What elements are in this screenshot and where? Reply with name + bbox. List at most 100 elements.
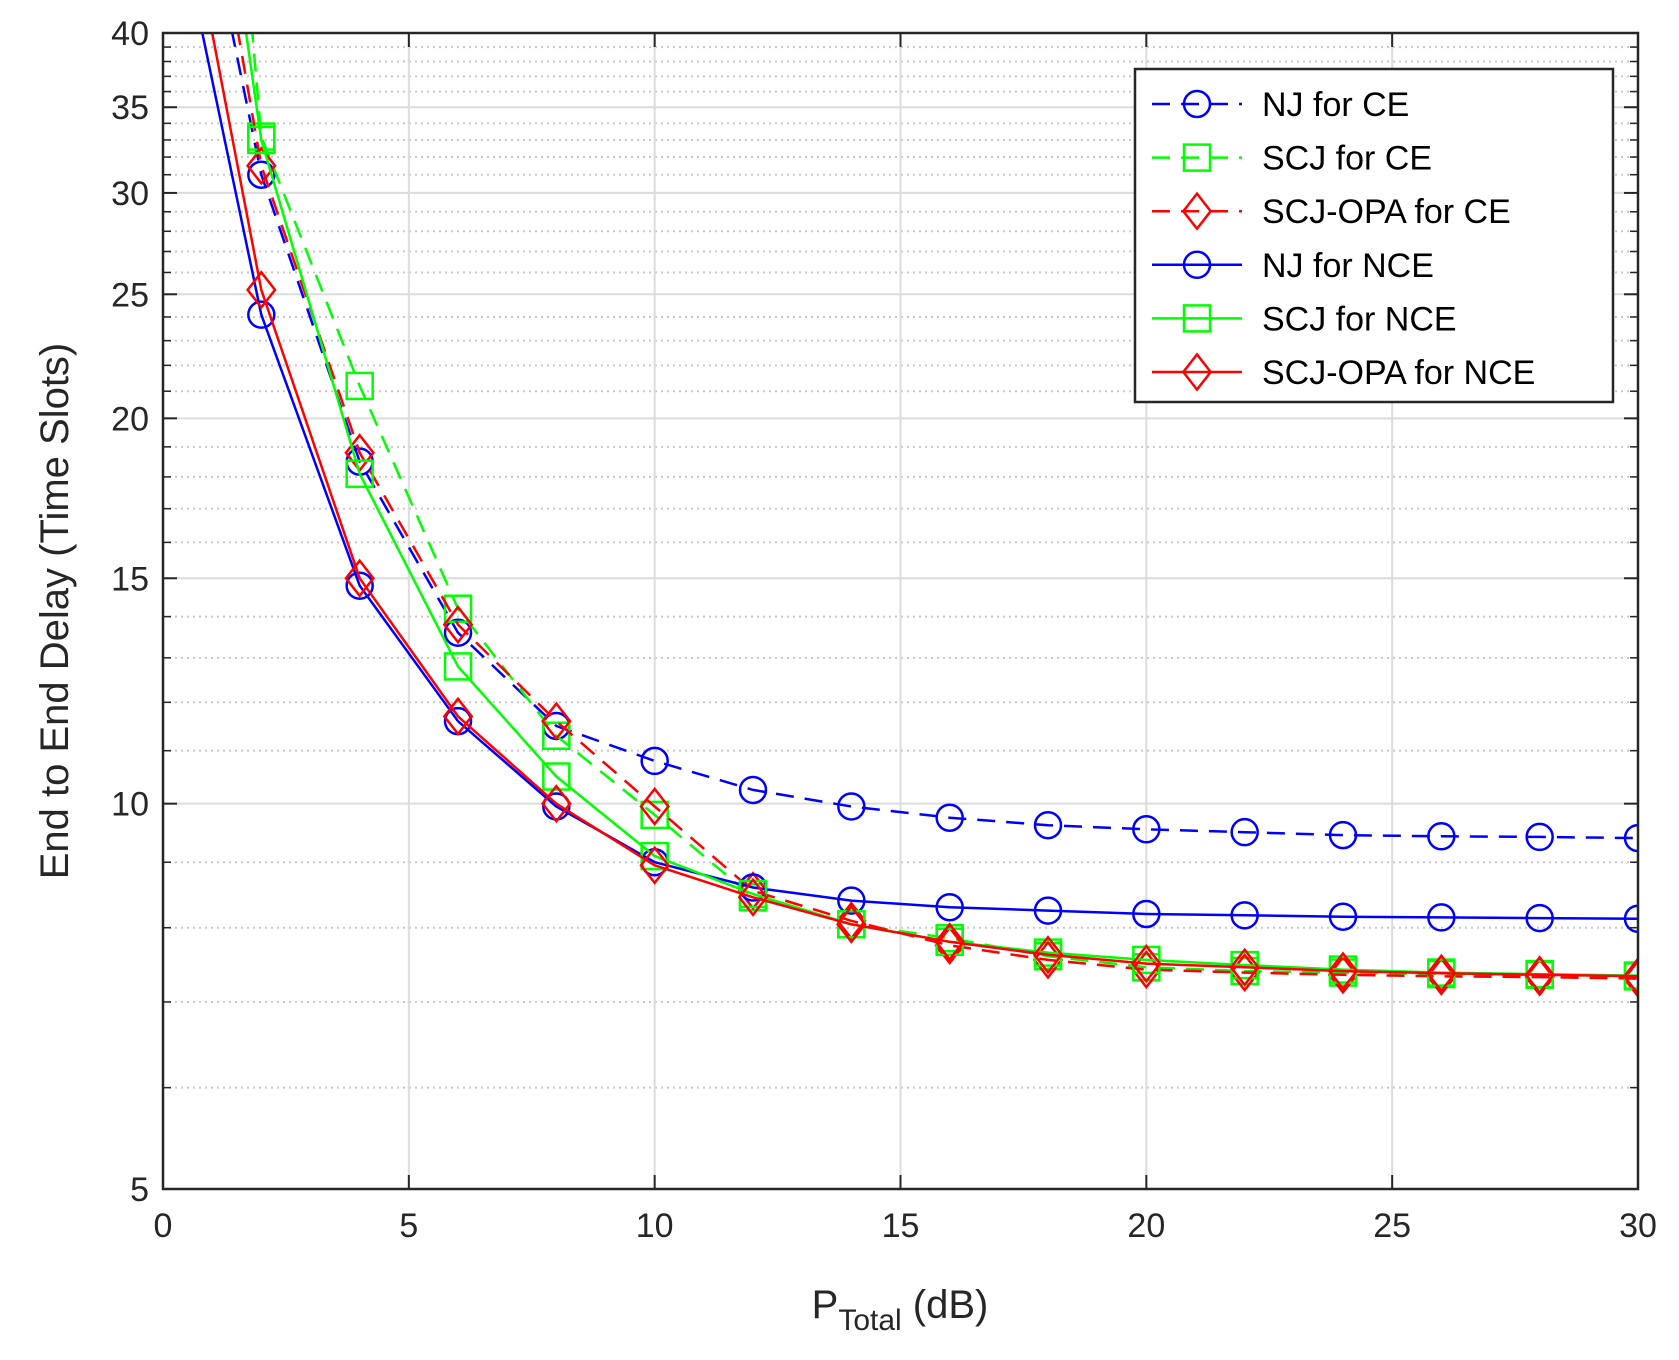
- legend-marker: [1182, 143, 1212, 172]
- data-point-marker: [542, 721, 571, 750]
- legend: NJ for CE SCJ for CE SCJ-OPA for CE NJ for …: [1133, 67, 1615, 404]
- data-point-marker: [345, 571, 374, 600]
- data-point-marker: [934, 922, 965, 962]
- legend-label: SCJ-OPA for NCE: [1262, 354, 1535, 392]
- legend-marker: [1182, 250, 1212, 280]
- data-point-marker: [1524, 955, 1555, 995]
- data-point-marker: [639, 845, 670, 885]
- x-tick-label: 10: [636, 1207, 674, 1245]
- legend-entry-scj-for-ce: SCJ for CE: [1152, 140, 1432, 178]
- data-point-marker: [640, 746, 669, 776]
- data-point-marker: [1032, 935, 1064, 975]
- legend-label: SCJ for NCE: [1262, 300, 1457, 338]
- data-point-marker: [541, 701, 572, 741]
- data-point-marker: [541, 784, 572, 824]
- y-axis-title: End to End Delay (Time Slots): [33, 343, 77, 880]
- x-axis-title-unit: (dB): [902, 1283, 989, 1327]
- data-point-marker: [935, 893, 964, 922]
- y-tick-label: 35: [111, 89, 149, 127]
- data-point-marker: [1524, 957, 1555, 997]
- data-point-marker: [1623, 823, 1638, 853]
- x-tick-label: 25: [1373, 1207, 1411, 1245]
- data-point-marker: [640, 800, 669, 830]
- data-point-marker: [443, 618, 473, 647]
- data-point-marker: [837, 792, 866, 821]
- data-point-marker: [443, 594, 473, 623]
- data-point-marker: [344, 558, 375, 598]
- y-tick-label: 40: [111, 15, 149, 53]
- data-point-marker: [247, 300, 276, 329]
- x-axis-title: PTotal (dB): [812, 1283, 989, 1337]
- legend-label: NJ for NCE: [1262, 247, 1434, 285]
- x-axis-title-subscript: Total: [838, 1304, 901, 1337]
- data-point-marker: [246, 270, 277, 310]
- axis-ticks: [162, 32, 1639, 1190]
- data-point-marker: [247, 160, 276, 189]
- x-tick-label: 30: [1619, 1207, 1657, 1245]
- data-point-marker: [442, 696, 474, 736]
- data-point-marker: [837, 886, 866, 915]
- legend-entry-nj-for-ce: NJ for CE: [1152, 86, 1409, 124]
- legend-label: SCJ for CE: [1262, 140, 1432, 178]
- x-tick-label: 15: [882, 1207, 920, 1245]
- series-line: [230, 33, 1638, 840]
- data-point-marker: [1132, 815, 1161, 844]
- data-point-marker: [1131, 944, 1162, 984]
- data-point-marker: [345, 459, 374, 489]
- data-point-marker: [542, 762, 571, 791]
- series-line: [201, 33, 1638, 921]
- data-point-marker: [1525, 903, 1554, 933]
- data-point-marker: [1622, 956, 1638, 996]
- data-point-marker: [1327, 951, 1359, 991]
- series-layer: [201, 33, 1638, 999]
- data-point-marker: [1328, 820, 1358, 850]
- data-point-marker: [1426, 953, 1457, 993]
- data-point-marker: [443, 652, 473, 681]
- data-point-marker: [1230, 901, 1259, 930]
- x-tick-label: 5: [399, 1207, 418, 1245]
- legend-marker: [1182, 89, 1212, 119]
- x-tick-label: 20: [1127, 1207, 1165, 1245]
- legend-box: [1133, 67, 1615, 404]
- y-tick-label: 30: [111, 175, 149, 213]
- data-point-marker: [246, 146, 277, 186]
- x-axis-title-main: P: [812, 1283, 839, 1327]
- series-nj-for-nce: [201, 33, 1638, 934]
- y-tick-label: 15: [111, 560, 149, 598]
- data-point-marker: [639, 786, 670, 827]
- legend-entry-scj-opa-for-ce: SCJ-OPA for CE: [1152, 191, 1511, 231]
- legend-label: NJ for CE: [1262, 86, 1409, 124]
- y-tick-label: 25: [111, 276, 149, 314]
- data-point-marker: [1328, 902, 1358, 931]
- legend-entry-scj-for-nce: SCJ for NCE: [1152, 300, 1457, 338]
- data-point-marker: [738, 775, 768, 805]
- data-point-marker: [1033, 896, 1063, 925]
- data-point-marker: [1033, 810, 1063, 840]
- x-tick-label: 0: [154, 1207, 173, 1245]
- data-point-marker: [1622, 959, 1638, 999]
- y-tick-label: 10: [111, 786, 149, 824]
- y-tick-label: 20: [111, 400, 149, 438]
- legend-label: SCJ-OPA for CE: [1262, 193, 1511, 231]
- legend-marker: [1181, 191, 1213, 231]
- data-point-marker: [1132, 899, 1161, 929]
- data-point-marker: [1623, 904, 1638, 934]
- legend-marker: [1182, 304, 1212, 333]
- series-scj-opa-for-nce: [210, 33, 1638, 996]
- data-point-marker: [737, 877, 769, 917]
- data-point-marker: [1427, 903, 1456, 932]
- data-point-marker: [442, 605, 474, 645]
- data-point-marker: [1230, 817, 1259, 847]
- legend-marker: [1181, 352, 1213, 392]
- legend-entry-scj-opa-for-nce: SCJ-OPA for NCE: [1152, 352, 1535, 392]
- data-point-marker: [1229, 947, 1260, 987]
- data-point-marker: [836, 904, 867, 944]
- data-point-marker: [1427, 822, 1456, 851]
- data-point-marker: [1525, 822, 1554, 852]
- data-point-marker: [1426, 956, 1457, 996]
- series-line: [210, 33, 1638, 978]
- data-point-marker: [247, 125, 276, 155]
- data-point-marker: [935, 803, 964, 832]
